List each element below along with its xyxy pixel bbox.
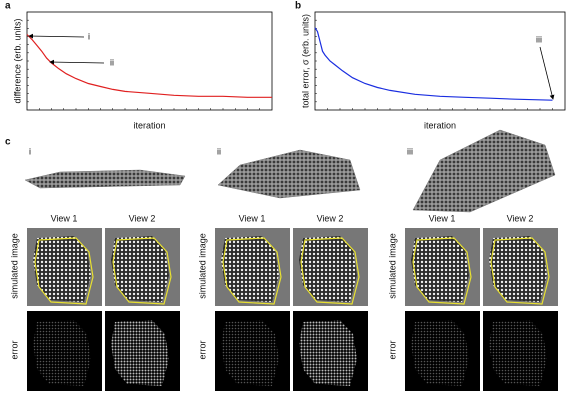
outline (300, 237, 360, 305)
panel-label: b (295, 1, 301, 12)
view-label: View 2 (129, 213, 156, 223)
view-label: View 2 (507, 213, 534, 223)
outline (34, 237, 94, 305)
error-map (411, 320, 469, 386)
x-axis-label: iteration (424, 120, 456, 130)
outline (490, 237, 550, 305)
axes (314, 11, 566, 111)
error-map (33, 320, 91, 386)
error-map (299, 320, 357, 386)
line-series (314, 27, 553, 101)
annotation-arrow (28, 33, 85, 39)
y-axis-label: total error, σ (erb. units) (300, 14, 310, 108)
view-label: View 2 (317, 213, 344, 223)
structure-image (489, 236, 547, 302)
annotation: i (88, 31, 90, 41)
structure-image (411, 236, 469, 302)
error-map (111, 320, 169, 386)
outline (222, 237, 282, 305)
structure-image (33, 236, 91, 302)
panel-label: a (5, 1, 11, 12)
outline (112, 237, 172, 305)
row-label: simulated image (197, 233, 207, 299)
outline (412, 237, 472, 305)
x-axis-label: iteration (133, 120, 165, 130)
row-label: error (9, 340, 19, 359)
y-axis-label: difference (erb. units) (12, 19, 22, 104)
line-series (26, 34, 272, 98)
view-label: View 1 (51, 213, 78, 223)
structure-3d (217, 149, 361, 199)
annotation: iii (536, 34, 542, 44)
annotation-arrow (539, 46, 555, 100)
structure-image (111, 236, 169, 302)
error-map (489, 320, 547, 386)
view-label: View 1 (429, 213, 456, 223)
column-label: iii (407, 146, 413, 156)
error-map (221, 320, 279, 386)
row-label: error (387, 340, 397, 359)
view-label: View 1 (239, 213, 266, 223)
structure-image (299, 236, 357, 302)
structure-3d (412, 129, 556, 213)
row-label: simulated image (9, 233, 19, 299)
row-label: simulated image (387, 233, 397, 299)
axes (26, 11, 273, 111)
annotation: ii (110, 57, 114, 67)
column-label: ii (217, 146, 221, 156)
annotation-arrow (49, 59, 105, 65)
structure-3d (24, 169, 186, 189)
column-label: i (29, 146, 31, 156)
structure-image (221, 236, 279, 302)
panel-label: c (5, 137, 11, 148)
row-label: error (197, 340, 207, 359)
